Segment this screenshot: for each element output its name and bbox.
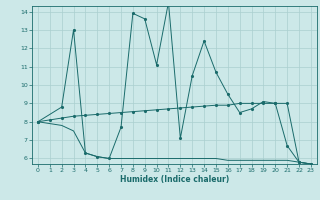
X-axis label: Humidex (Indice chaleur): Humidex (Indice chaleur) <box>120 175 229 184</box>
